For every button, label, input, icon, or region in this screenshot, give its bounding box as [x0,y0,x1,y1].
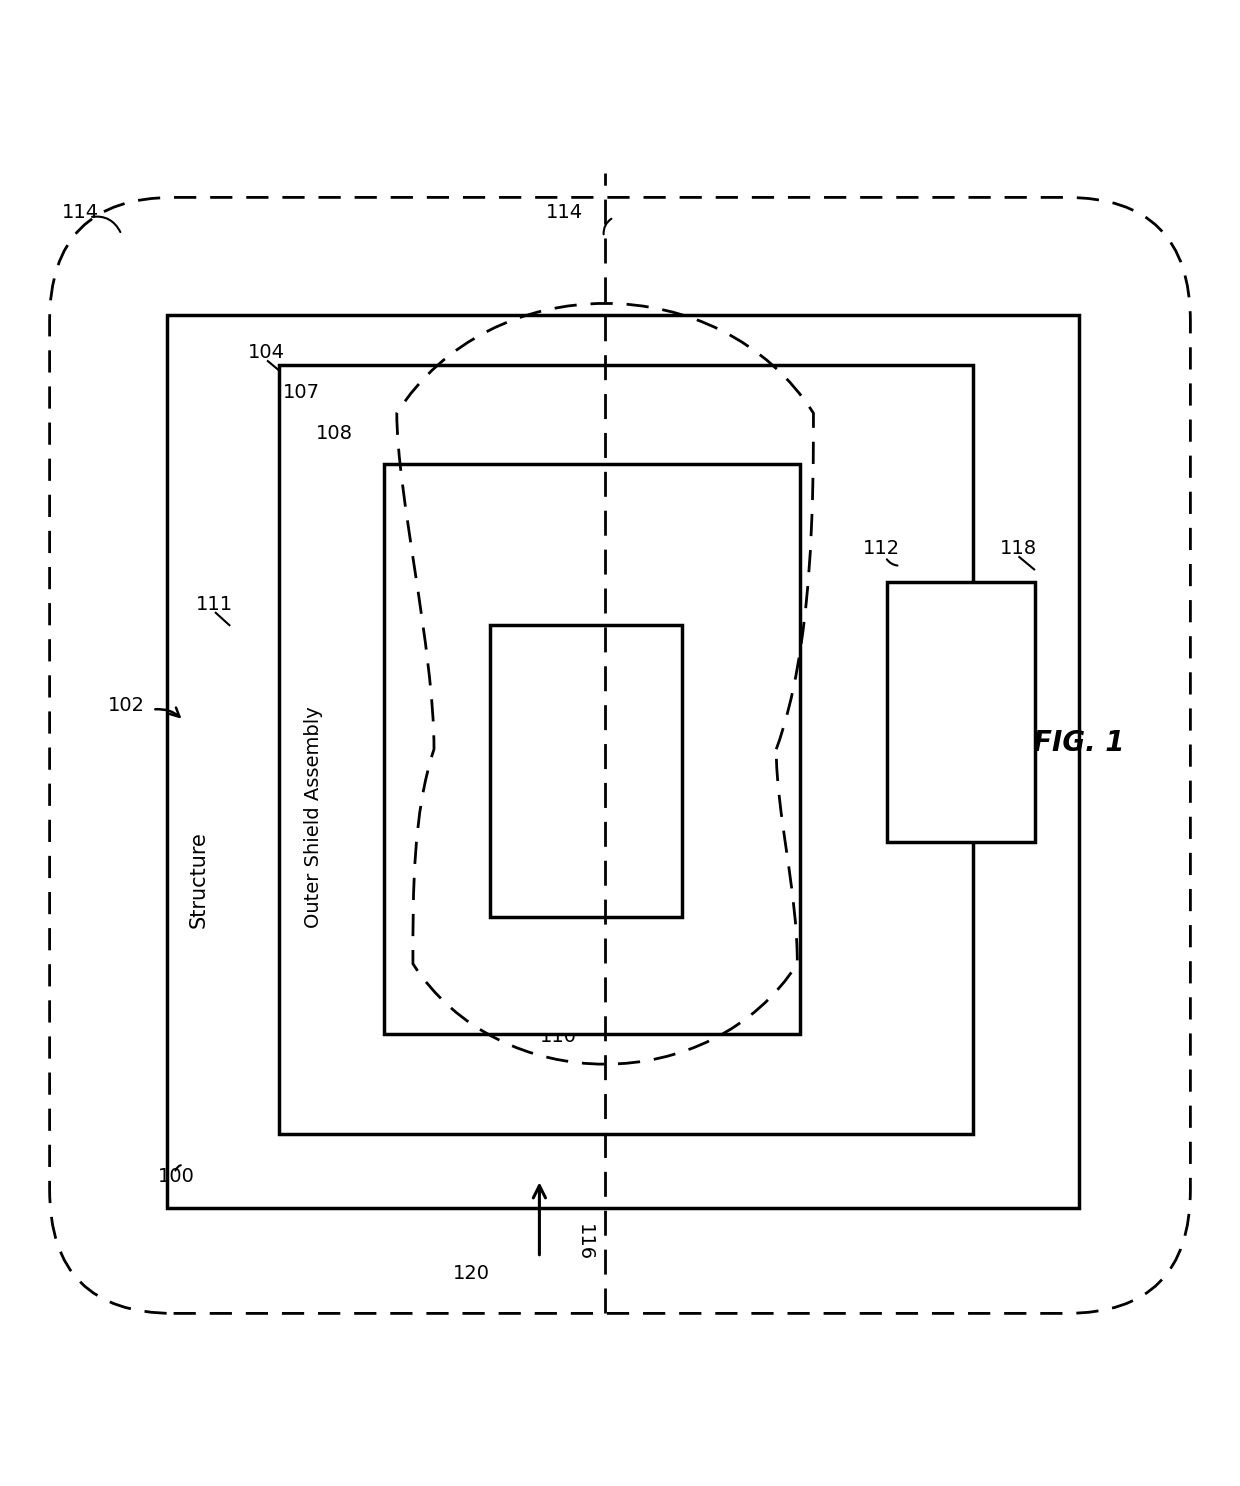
Text: 107: 107 [283,382,320,401]
Text: Power Source: Power Source [951,664,971,796]
Bar [279,364,973,1134]
Text: 110: 110 [539,1027,577,1046]
Bar [167,315,1079,1208]
Text: FIG. 1: FIG. 1 [1033,730,1125,756]
Text: 114: 114 [62,202,99,221]
Bar [887,583,1035,843]
Text: Interior Chamber: Interior Chamber [513,709,533,875]
Text: 111: 111 [196,594,233,614]
Text: Inner Shield Assembly: Inner Shield Assembly [409,672,429,889]
Text: Outer Shield Assembly: Outer Shield Assembly [304,706,324,929]
Bar [384,464,800,1034]
Text: Structure: Structure [188,831,208,927]
Text: 120: 120 [453,1265,490,1284]
Bar [490,626,682,917]
Text: 106: 106 [459,501,496,520]
FancyBboxPatch shape [50,198,1190,1314]
Text: 102: 102 [108,697,145,715]
Text: 100: 100 [157,1168,195,1186]
Text: 112: 112 [863,539,900,557]
Text: 104: 104 [248,343,285,363]
Text: 114: 114 [546,202,583,221]
Text: 116: 116 [575,1224,594,1262]
Text: 118: 118 [999,539,1037,557]
Text: 108: 108 [316,424,353,443]
